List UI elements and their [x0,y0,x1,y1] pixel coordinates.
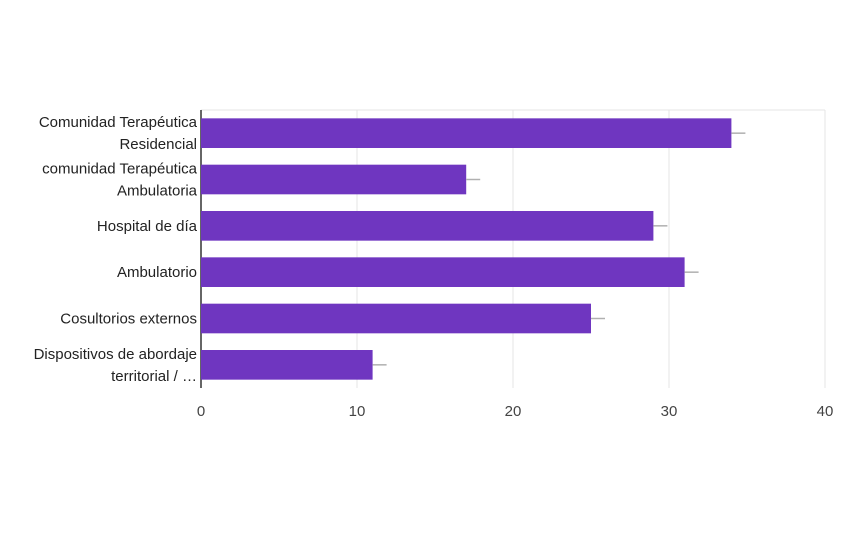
bar [201,257,685,287]
category-labels: Comunidad Terapéutica Residencial comunida… [34,114,198,385]
category-label: Dispositivos de abordaje [34,346,197,363]
category-label: Cosultorios externos [60,311,197,328]
x-tick-labels: 0 10 20 30 40 [197,403,834,420]
x-tick-label: 10 [349,403,366,420]
gridlines [200,109,826,388]
x-tick-label: 0 [197,403,205,420]
category-label: Ambulatoria [117,183,198,200]
category-label: comunidad Terapéutica [42,161,197,178]
category-label: Hospital de día [97,218,198,235]
category-label: territorial / … [111,368,197,385]
bar [201,211,654,241]
x-tick-label: 40 [817,403,834,420]
category-label: Residencial [119,136,197,153]
category-label: Ambulatorio [117,264,197,281]
x-tick-label: 20 [505,403,522,420]
bars [201,118,746,380]
bar [201,164,467,195]
category-label: Comunidad Terapéutica [39,114,198,131]
bar [201,350,373,380]
x-tick-label: 30 [661,403,678,420]
bar [201,303,591,334]
bar [201,118,732,148]
